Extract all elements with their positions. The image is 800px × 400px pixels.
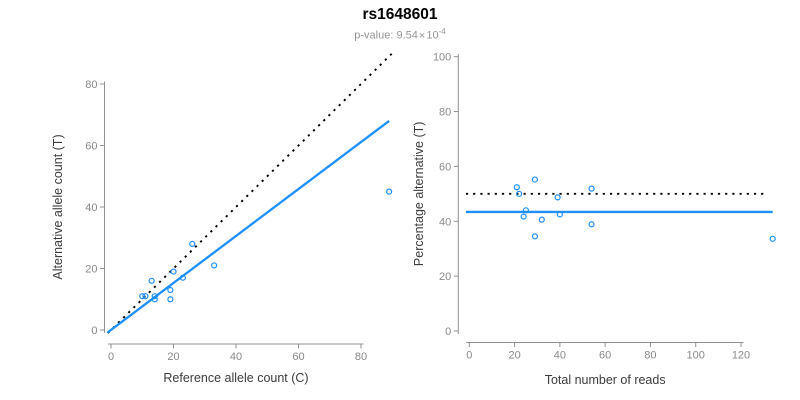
x-tick-label: 0 <box>466 350 472 362</box>
data-point <box>151 296 158 303</box>
data-point <box>588 185 595 192</box>
x-tick-label: 20 <box>508 350 520 362</box>
data-point <box>139 293 146 300</box>
y-axis-title: Percentage alternative (T) <box>412 122 426 267</box>
pvalue-mantissa: 9.54 <box>396 29 418 42</box>
x-axis-title: Total number of reads <box>545 373 666 387</box>
data-point <box>554 194 561 201</box>
data-point <box>531 233 539 240</box>
data-point <box>170 268 177 275</box>
x-tick-label: 60 <box>292 351 304 363</box>
data-point <box>522 207 530 214</box>
x-tick-label: 100 <box>687 350 705 362</box>
y-tick-label: 80 <box>439 107 451 119</box>
data-point <box>538 216 545 223</box>
data-point <box>189 240 196 247</box>
right-chart: 0 20 40 60 80 100 120 0 20 40 60 80 100 Total number … <box>412 52 776 387</box>
data-point <box>167 286 174 294</box>
data-point <box>151 293 158 300</box>
data-point <box>520 213 527 220</box>
multiply-sign: × <box>418 29 426 42</box>
data-point <box>588 221 595 228</box>
left-chart: 0 20 40 60 80 0 20 40 60 80 Reference allele count… <box>51 52 393 385</box>
pvalue-exponent: -4 <box>438 27 446 36</box>
y-tick-label: 80 <box>85 79 97 91</box>
x-tick-label: 60 <box>599 350 611 362</box>
data-point <box>513 184 520 191</box>
y-tick-label: 20 <box>439 271 451 283</box>
x-tick-label: 40 <box>230 351 242 363</box>
data-point <box>386 188 393 195</box>
y-tick-label: 20 <box>85 264 97 276</box>
x-tick-label: 0 <box>108 351 114 363</box>
y-tick-label: 40 <box>85 202 97 214</box>
y-tick-label: 0 <box>91 325 97 337</box>
x-tick-label: 80 <box>355 351 367 363</box>
x-tick-label: 20 <box>167 351 179 363</box>
y-tick-label: 40 <box>439 216 451 228</box>
data-point <box>556 211 563 218</box>
pvalue-base: 10 <box>426 29 439 42</box>
data-point <box>211 262 218 269</box>
regression-line <box>106 119 390 334</box>
data-point <box>167 296 174 303</box>
plot-title: rs1648601 <box>362 6 438 23</box>
data-point <box>769 235 776 242</box>
pvalue-label: p-value: <box>354 29 397 42</box>
y-axis-title: Alternative allele count (T) <box>51 134 65 279</box>
identity-line <box>107 52 393 334</box>
data-point <box>516 190 523 197</box>
x-tick-label: 40 <box>554 350 566 362</box>
x-tick-label: 120 <box>732 350 750 362</box>
data-point <box>179 274 186 281</box>
x-axis-title: Reference allele count (C) <box>163 371 308 385</box>
y-tick-label: 0 <box>445 326 451 338</box>
data-point <box>148 277 155 284</box>
y-tick-label: 100 <box>433 52 451 64</box>
plot-header: rs1648601 p-value: 9.54×10-4 <box>0 6 800 43</box>
x-tick-label: 80 <box>644 350 656 362</box>
y-tick-label: 60 <box>439 161 451 173</box>
data-point <box>142 293 149 300</box>
pvalue-subtitle: p-value: 9.54×10-4 <box>0 25 800 43</box>
y-tick-label: 60 <box>85 141 97 153</box>
data-point <box>531 176 539 183</box>
